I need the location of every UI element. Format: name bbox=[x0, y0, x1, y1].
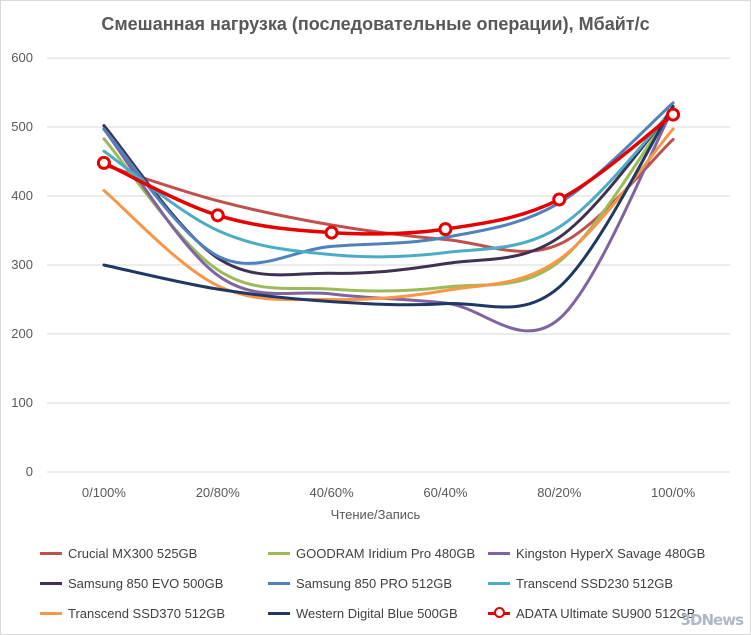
data-point-marker bbox=[552, 192, 567, 207]
legend-label: Crucial MX300 525GB bbox=[68, 546, 198, 561]
y-tick-label: 300 bbox=[11, 257, 33, 272]
legend-swatch bbox=[268, 552, 290, 555]
logo-text: 3DNews bbox=[680, 611, 744, 629]
legend-swatch bbox=[488, 607, 510, 618]
x-axis-label: Чтение/Запись bbox=[330, 507, 421, 522]
legend-item: ADATA Ultimate SU900 512GB bbox=[488, 606, 695, 621]
legend-label: Samsung 850 EVO 500GB bbox=[68, 576, 224, 591]
legend-item: Western Digital Blue 500GB bbox=[268, 606, 458, 621]
data-point-marker bbox=[96, 155, 111, 170]
legend-label: Transcend SSD230 512GB bbox=[516, 576, 674, 591]
x-tick-label: 60/40% bbox=[423, 485, 468, 500]
legend-item: Kingston HyperX Savage 480GB bbox=[488, 546, 705, 561]
legend-swatch bbox=[40, 612, 62, 615]
legend-swatch bbox=[268, 612, 290, 615]
legend-label: Western Digital Blue 500GB bbox=[296, 606, 458, 621]
legend-item: Samsung 850 PRO 512GB bbox=[268, 576, 452, 591]
legend-label: GOODRAM Iridium Pro 480GB bbox=[296, 546, 476, 561]
legend-label: Samsung 850 PRO 512GB bbox=[296, 576, 453, 591]
legend-swatch bbox=[40, 552, 62, 555]
y-tick-label: 400 bbox=[11, 188, 33, 203]
series-markers bbox=[96, 107, 681, 240]
x-tick-labels: 0/100% 20/80% 40/60% 60/40% 80/20% 100/0% bbox=[82, 485, 696, 500]
legend-item: Crucial MX300 525GB bbox=[40, 546, 197, 561]
data-point-marker bbox=[324, 225, 339, 240]
data-point-marker bbox=[210, 208, 225, 223]
x-tick-label: 20/80% bbox=[196, 485, 241, 500]
y-tick-label: 100 bbox=[11, 395, 33, 410]
chart-title: Смешанная нагрузка (последовательные опе… bbox=[101, 14, 650, 34]
x-tick-label: 80/20% bbox=[537, 485, 582, 500]
series-lines bbox=[102, 101, 675, 333]
x-tick-label: 100/0% bbox=[651, 485, 696, 500]
series-line bbox=[102, 127, 675, 302]
legend-swatch bbox=[488, 582, 510, 585]
legend-item: Transcend SSD230 512GB bbox=[488, 576, 673, 591]
x-tick-label: 40/60% bbox=[310, 485, 355, 500]
series-line bbox=[102, 108, 675, 259]
y-tick-label: 0 bbox=[26, 464, 33, 479]
y-tick-label: 200 bbox=[11, 326, 33, 341]
legend-label: Transcend SSD370 512GB bbox=[68, 606, 226, 621]
series-line bbox=[102, 112, 675, 236]
series-line bbox=[102, 106, 675, 293]
series-line bbox=[102, 137, 675, 253]
gridlines bbox=[47, 57, 730, 473]
logo: 3DNews bbox=[680, 611, 744, 629]
y-tick-labels: 0 100 200 300 400 500 600 bbox=[11, 50, 33, 479]
series-line bbox=[102, 106, 675, 333]
data-point-marker bbox=[438, 222, 453, 237]
data-point-marker bbox=[666, 107, 681, 122]
legend-swatch bbox=[488, 552, 510, 555]
legend-swatch bbox=[268, 582, 290, 585]
legend-item: Transcend SSD370 512GB bbox=[40, 606, 225, 621]
y-tick-label: 600 bbox=[11, 50, 33, 65]
x-tick-label: 0/100% bbox=[82, 485, 127, 500]
series-line bbox=[102, 104, 675, 309]
legend-label: ADATA Ultimate SU900 512GB bbox=[516, 606, 696, 621]
legend-swatch bbox=[40, 582, 62, 585]
legend-label: Kingston HyperX Savage 480GB bbox=[516, 546, 706, 561]
legend-item: Samsung 850 EVO 500GB bbox=[40, 576, 223, 591]
legend-item: GOODRAM Iridium Pro 480GB bbox=[268, 546, 475, 561]
y-tick-label: 500 bbox=[11, 119, 33, 134]
